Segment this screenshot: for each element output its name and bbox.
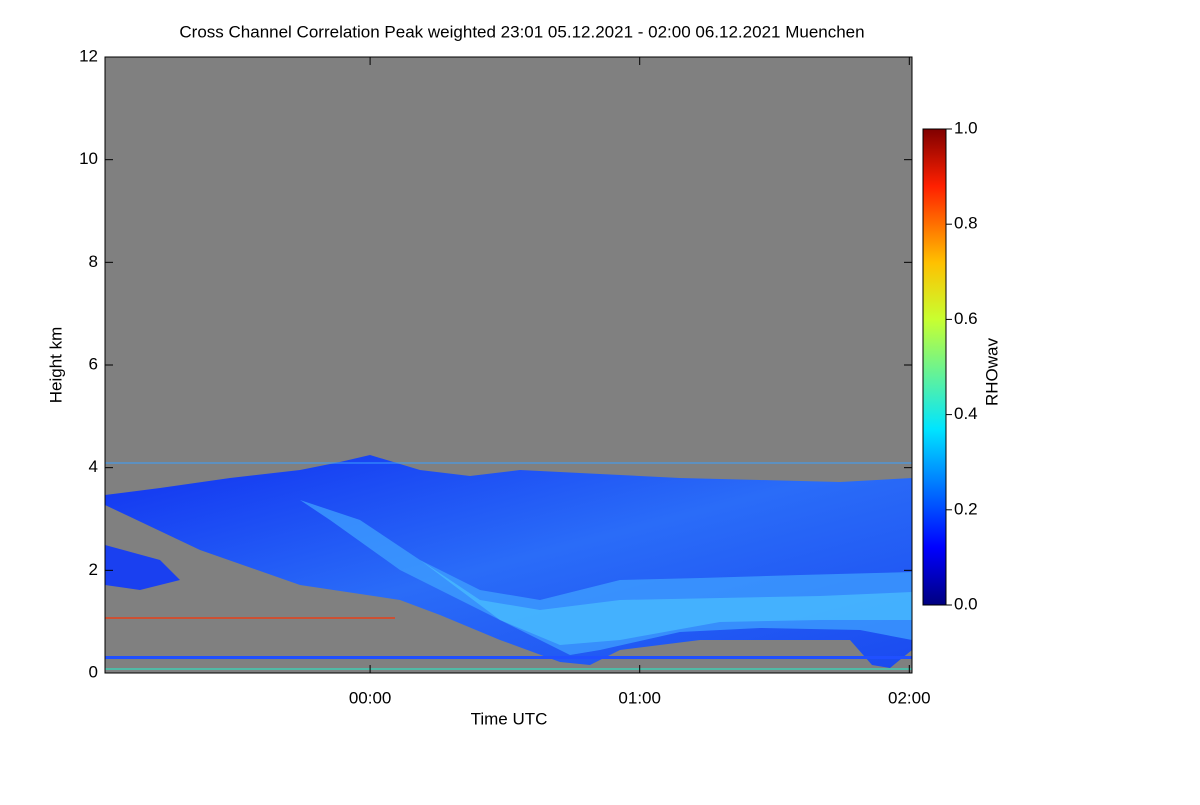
colorbar-label: RHOwav [982, 337, 1001, 406]
y-tick-label: 12 [79, 46, 98, 65]
colorbar-tick-label: 0.6 [954, 309, 978, 328]
x-tick-label: 00:00 [349, 688, 392, 707]
y-axis-label: Height km [46, 327, 65, 404]
colorbar-tick-label: 0.4 [954, 404, 978, 423]
x-tick-label: 02:00 [888, 688, 931, 707]
colorbar [922, 128, 947, 606]
y-tick-label: 10 [79, 149, 98, 168]
y-tick-label: 6 [89, 354, 98, 373]
colorbar-tick-label: 0.8 [954, 214, 978, 233]
colorbar-tick-label: 1.0 [954, 118, 978, 137]
colorbar-tick-label: 0.2 [954, 499, 978, 518]
chart-title: Cross Channel Correlation Peak weighted … [179, 22, 864, 41]
x-tick-label: 01:00 [618, 688, 661, 707]
cloud-field [105, 455, 912, 670]
y-tick-label: 8 [89, 252, 98, 271]
y-tick-label: 2 [89, 560, 98, 579]
y-tick-label: 0 [89, 662, 98, 681]
y-tick-label: 4 [89, 457, 98, 476]
colorbar-tick-label: 0.0 [954, 594, 978, 613]
x-axis-label: Time UTC [471, 709, 548, 728]
